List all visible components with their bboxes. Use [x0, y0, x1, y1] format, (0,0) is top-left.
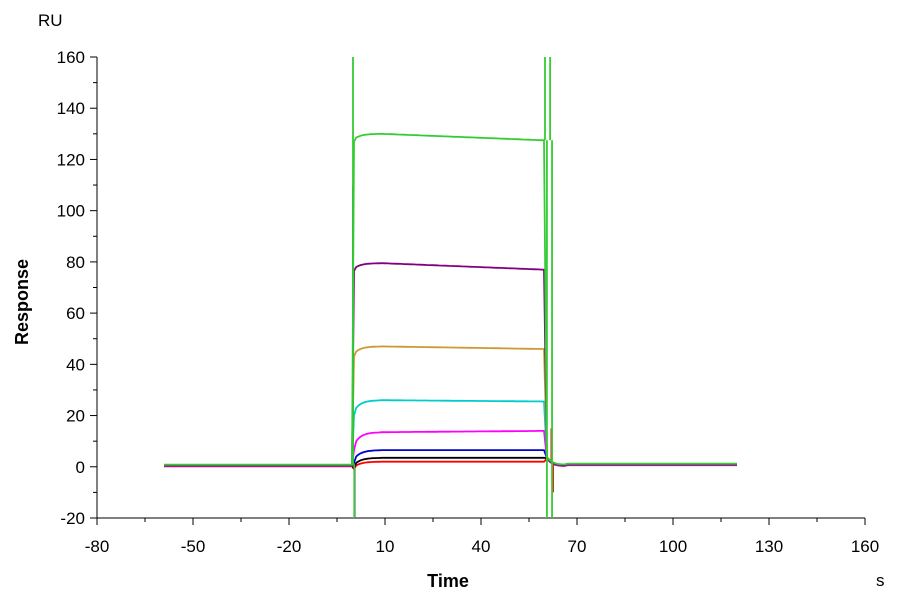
x-tick-label: 70	[568, 537, 587, 556]
y-axis-title: Response	[12, 259, 32, 345]
y-tick-label: 160	[57, 48, 85, 67]
y-tick-label: 140	[57, 99, 85, 118]
y-tick-label: -20	[60, 509, 85, 528]
x-axis: -80 -50 -20 10 40 70 100 130 160	[85, 517, 879, 556]
y-axis: -20 0 20 40 60 80 100 120 140 160	[57, 48, 98, 528]
x-tick-label: 130	[755, 537, 783, 556]
y-tick-label: 80	[66, 253, 85, 272]
x-tick-label: 100	[659, 537, 687, 556]
x-tick-label: 40	[472, 537, 491, 556]
series-layer	[164, 57, 737, 518]
x-tick-label: -80	[85, 537, 110, 556]
series-line-8	[164, 132, 737, 466]
series-line-6	[164, 345, 737, 467]
y-tick-label: 0	[76, 458, 85, 477]
series-line-7	[164, 262, 737, 467]
x-tick-label: 160	[851, 537, 879, 556]
x-unit-label: s	[876, 571, 885, 590]
y-tick-label: 120	[57, 150, 85, 169]
x-axis-title: Time	[427, 571, 469, 591]
x-tick-label: -50	[181, 537, 206, 556]
y-tick-label: 20	[66, 407, 85, 426]
x-tick-label: 10	[376, 537, 395, 556]
series-line-4	[164, 430, 737, 467]
y-tick-label: 100	[57, 202, 85, 221]
y-unit-label: RU	[38, 11, 63, 30]
y-tick-label: 40	[66, 355, 85, 374]
x-tick-label: -20	[277, 537, 302, 556]
y-tick-label: 60	[66, 304, 85, 323]
series-line-5	[164, 399, 737, 467]
